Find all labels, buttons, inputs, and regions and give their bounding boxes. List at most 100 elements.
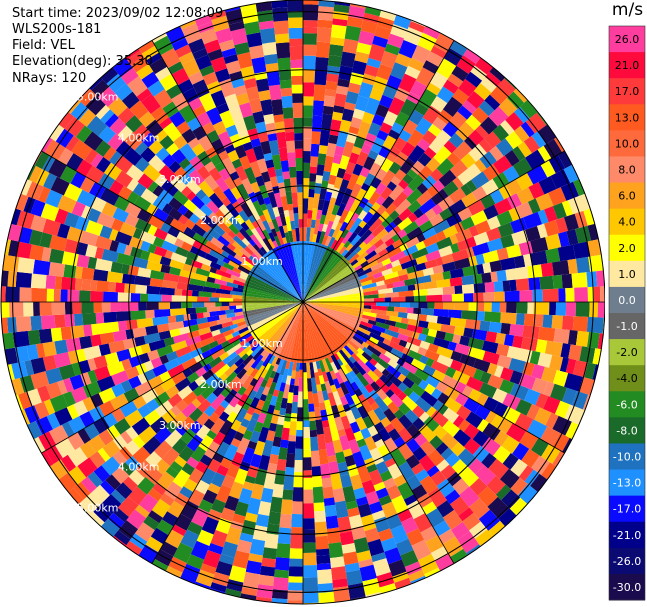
velocity-gate [271,218,280,233]
velocity-gate [287,0,303,12]
velocity-gate [361,479,376,495]
velocity-gate [236,51,253,69]
velocity-gate [345,91,359,105]
velocity-gate [180,529,200,549]
velocity-gate [252,243,260,252]
velocity-gate [375,387,388,401]
velocity-gate [186,456,199,469]
velocity-gate [146,260,163,272]
near-field-gate [244,302,303,321]
velocity-gate [328,134,339,145]
velocity-gate [514,125,530,143]
velocity-gate [108,151,122,165]
colorbar-tick-label: 1.0 [618,268,636,281]
velocity-gate [435,330,447,340]
velocity-gate [415,274,432,285]
velocity-gate [355,416,367,431]
velocity-gate [292,102,303,118]
velocity-gate [502,393,521,411]
velocity-gate [30,315,42,331]
near-field-gate [303,241,307,302]
velocity-gate [321,180,329,190]
velocity-gate [384,350,400,363]
velocity-gate [462,512,481,531]
velocity-gate [336,387,345,398]
velocity-gate [250,137,261,148]
velocity-gate [209,261,222,270]
velocity-gate [552,274,563,289]
velocity-gate [511,229,529,246]
velocity-gate [199,203,213,217]
velocity-gate [313,218,321,235]
velocity-gate [316,554,331,565]
velocity-gate [375,280,385,287]
velocity-gate [423,146,437,160]
velocity-gate [108,340,126,354]
velocity-gate [288,210,295,222]
velocity-gate [241,353,249,361]
velocity-gate [315,56,329,72]
velocity-gate [87,369,98,384]
velocity-gate [357,503,372,518]
velocity-gate [199,344,211,354]
velocity-gate [294,459,303,473]
velocity-gate [50,327,63,342]
velocity-gate [74,266,83,279]
velocity-gate [375,317,386,324]
velocity-gate [213,404,226,417]
velocity-gate [432,424,448,440]
velocity-gate [490,189,505,204]
velocity-gate [283,118,295,133]
velocity-gate [390,24,408,39]
velocity-gate [427,449,445,467]
near-field-gate [303,245,328,302]
velocity-gate [361,351,373,362]
velocity-gate [327,392,337,407]
velocity-gate [388,96,405,116]
velocity-gate [272,483,284,498]
velocity-gate [309,362,315,379]
velocity-gate [441,374,460,390]
velocity-gate [215,246,224,255]
velocity-gate [422,364,436,377]
velocity-gate [362,211,374,224]
velocity-gate [290,220,296,230]
velocity-gate [49,124,65,142]
velocity-gate [354,51,370,64]
velocity-gate [134,141,149,156]
velocity-gate [197,321,211,330]
colorbar-swatch [609,286,645,314]
velocity-gate [153,440,173,459]
velocity-gate [18,391,33,410]
velocity-gate [103,291,118,302]
velocity-gate [381,268,393,277]
velocity-gate [268,453,279,465]
velocity-gate [210,360,226,374]
velocity-gate [277,414,285,426]
velocity-gate [204,161,216,173]
near-field-gate [278,302,303,359]
velocity-gate [121,91,140,110]
colorbar-tick-label: 26.0 [615,33,640,46]
velocity-gate [406,500,425,520]
velocity-gate [174,288,183,296]
velocity-gate [11,379,18,396]
velocity-gate [378,248,389,258]
velocity-gate [106,361,125,376]
velocity-gate [141,132,157,148]
velocity-gate [542,314,553,329]
velocity-gate [101,248,119,263]
velocity-gate [210,529,228,548]
velocity-gate [481,452,497,469]
velocity-gate [584,362,596,380]
velocity-gate [324,220,334,237]
colorbar-tick-label: 2.0 [618,242,636,255]
velocity-gate [228,481,244,500]
velocity-gate [324,399,331,408]
velocity-gate [454,285,463,295]
velocity-gate [500,312,517,325]
ppi-plot: 1.00km2.00km3.00km4.00km5.00km1.00km2.00… [0,0,605,605]
velocity-gate [89,451,106,469]
velocity-gate [36,343,46,359]
near-field-gate [250,268,303,302]
